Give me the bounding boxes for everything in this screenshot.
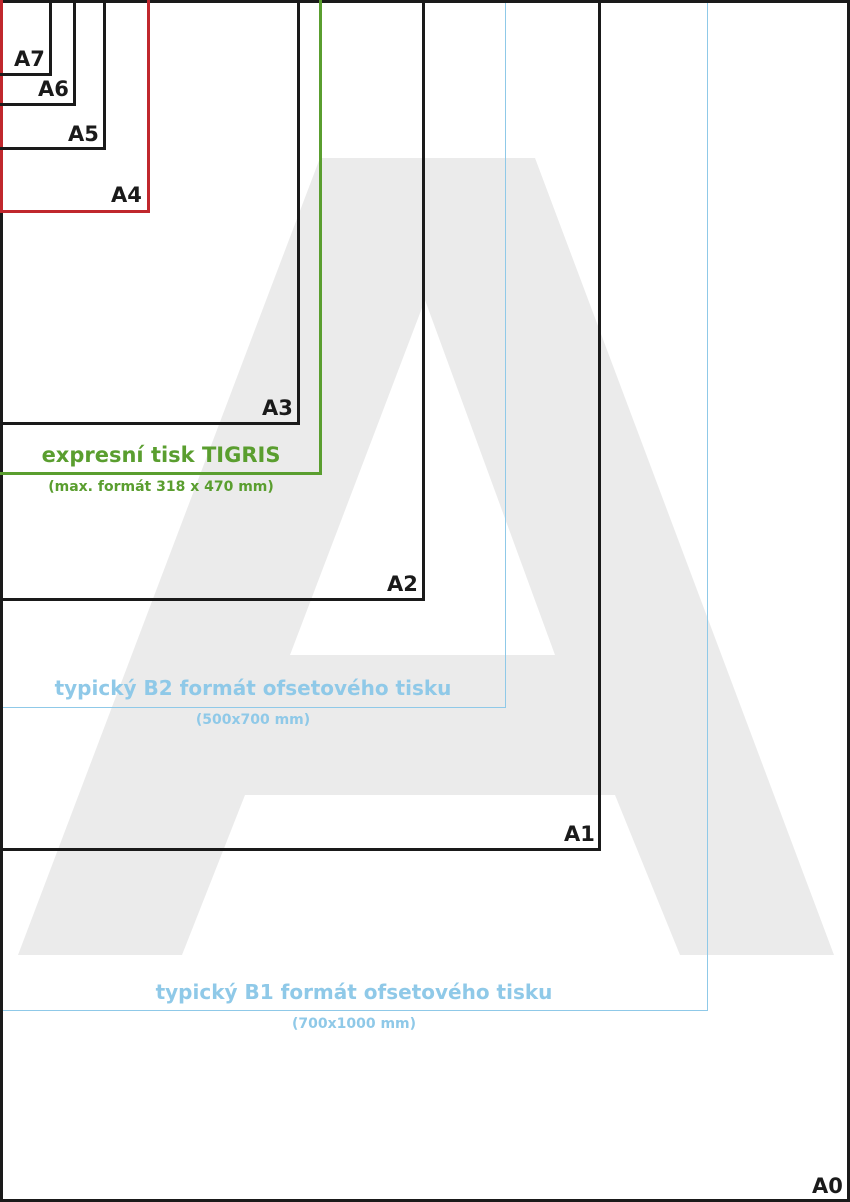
b1-format-frame <box>0 0 708 1011</box>
tigris-title: expresní tisk TIGRIS <box>41 443 281 467</box>
a7-frame <box>0 0 52 76</box>
label-a6: A6 <box>38 77 69 101</box>
label-a7: A7 <box>14 47 45 71</box>
tigris-frame <box>0 0 322 475</box>
a5-frame <box>0 0 106 150</box>
label-a3: A3 <box>262 396 293 420</box>
tigris-subtitle: (max. formát 318 x 470 mm) <box>48 479 274 495</box>
b2-subtitle: (500x700 mm) <box>195 712 311 728</box>
label-a4: A4 <box>111 183 142 207</box>
b2-format-frame <box>0 0 506 708</box>
b2-title: typický B2 formát ofsetového tisku <box>54 676 452 700</box>
label-a1: A1 <box>564 822 595 846</box>
label-a2: A2 <box>387 572 418 596</box>
b1-title: typický B1 formát ofsetového tisku <box>155 980 553 1004</box>
a3-frame <box>0 0 300 425</box>
b1-subtitle: (700x1000 mm) <box>291 1016 417 1032</box>
label-a5: A5 <box>68 122 99 146</box>
a4-frame <box>0 0 150 213</box>
a6-frame <box>0 0 76 106</box>
a2-frame <box>0 0 425 601</box>
label-a0: A0 <box>812 1174 843 1198</box>
a1-frame <box>0 0 601 851</box>
